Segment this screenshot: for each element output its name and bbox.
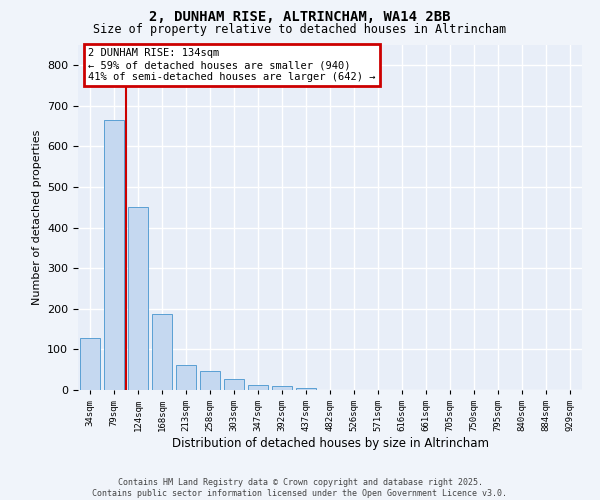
Bar (104, 120, 124, 390)
Bar (176, 365, 196, 390)
Bar (248, 384, 268, 390)
Y-axis label: Number of detached properties: Number of detached properties (32, 130, 41, 305)
Bar (224, 380, 244, 390)
Bar (80, 338, 100, 390)
Text: 2, DUNHAM RISE, ALTRINCHAM, WA14 2BB: 2, DUNHAM RISE, ALTRINCHAM, WA14 2BB (149, 10, 451, 24)
Bar (272, 386, 292, 390)
X-axis label: Distribution of detached houses by size in Altrincham: Distribution of detached houses by size … (172, 437, 488, 450)
Bar (128, 206, 148, 390)
Bar (296, 388, 316, 390)
Bar (200, 371, 220, 390)
Text: Size of property relative to detached houses in Altrincham: Size of property relative to detached ho… (94, 22, 506, 36)
Text: 2 DUNHAM RISE: 134sqm
← 59% of detached houses are smaller (940)
41% of semi-det: 2 DUNHAM RISE: 134sqm ← 59% of detached … (88, 48, 376, 82)
Bar (152, 314, 172, 390)
Text: Contains HM Land Registry data © Crown copyright and database right 2025.
Contai: Contains HM Land Registry data © Crown c… (92, 478, 508, 498)
